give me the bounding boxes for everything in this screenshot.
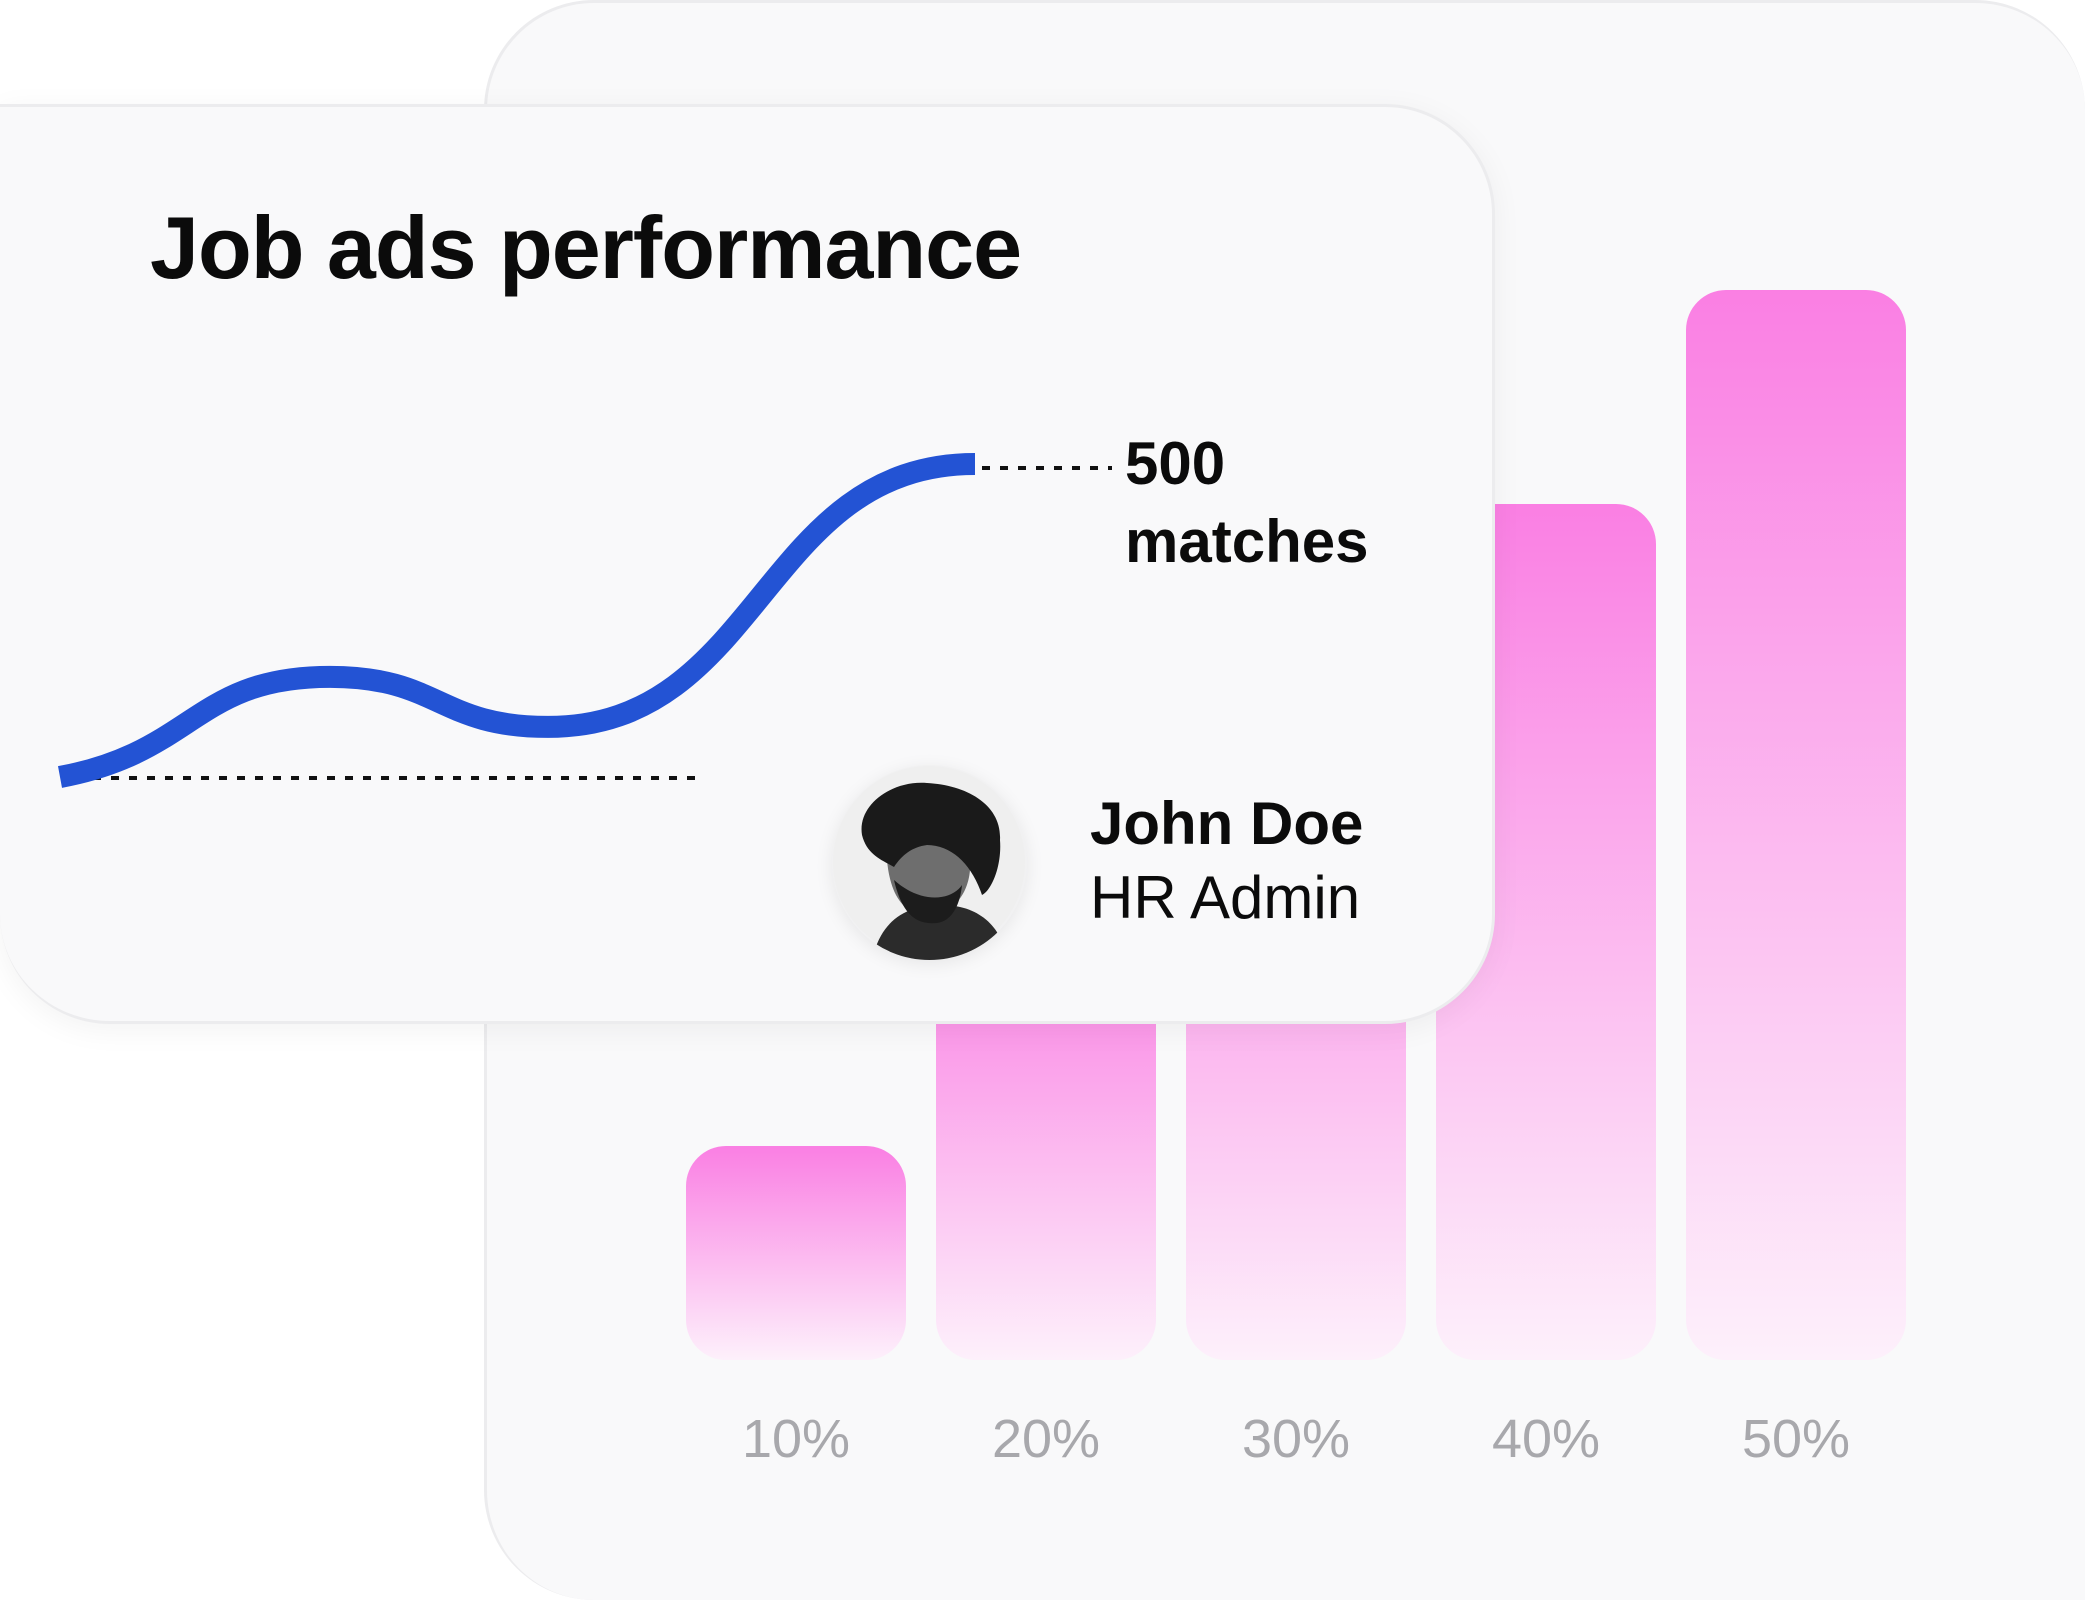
x-tick-label: 30% [1241,1409,1351,1469]
trend-line [57,453,976,788]
matches-label: matches [1125,508,1369,575]
bar-5 [1686,290,1906,1360]
bar-2 [936,932,1156,1360]
x-tick-label: 40% [1491,1409,1601,1469]
matches-value: 500 [1125,430,1226,497]
x-tick-label: 20% [991,1409,1101,1469]
x-tick-label: 50% [1741,1409,1851,1469]
x-tick-label: 10% [741,1409,851,1469]
user-role: HR Admin [1090,864,1361,931]
page-title: Job ads performance [150,198,1022,297]
matches-annotation: 500 matches [1125,425,1368,581]
line-chart [57,453,1112,788]
user-portrait-icon [833,766,1025,960]
user-info: John Doe HR Admin [1090,787,1363,935]
job-ads-performance-card: Job ads performance 500 matches John Doe… [0,104,1495,1024]
avatar [832,765,1027,960]
bar-1 [686,1146,906,1360]
user-name: John Doe [1090,790,1364,857]
